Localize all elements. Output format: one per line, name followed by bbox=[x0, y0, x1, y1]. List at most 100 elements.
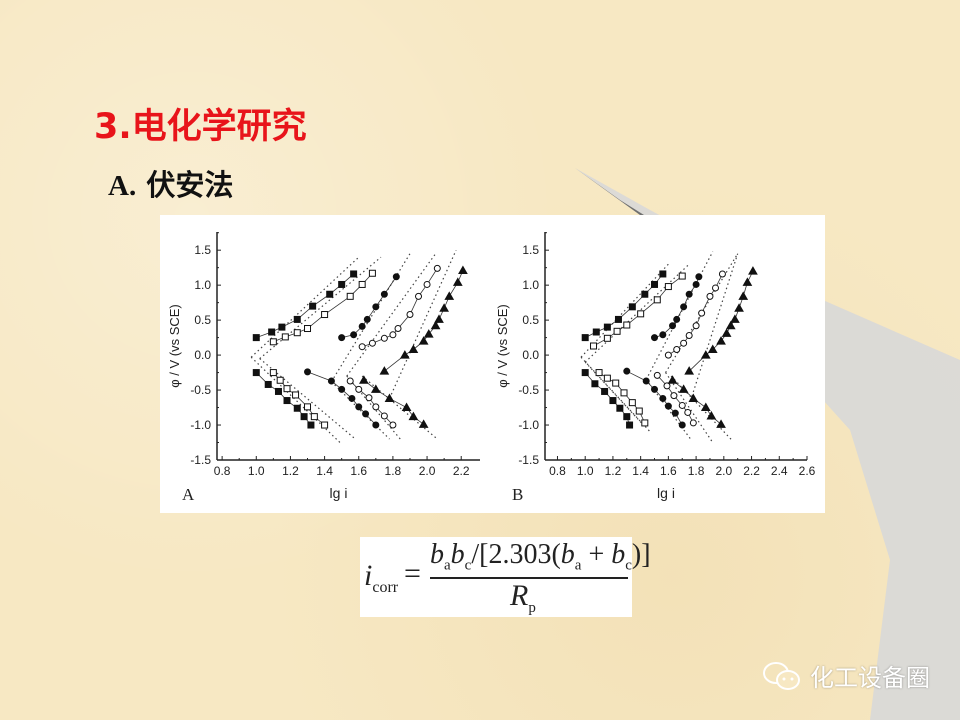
watermark-text: 化工设备圈 bbox=[810, 664, 930, 692]
data-point-filled-triangle bbox=[370, 384, 381, 393]
data-point-filled-triangle bbox=[418, 419, 429, 428]
x-tick-label: 2.2 bbox=[743, 464, 760, 478]
slide-title: 3.电化学研究 bbox=[94, 107, 307, 147]
data-point-filled-triangle bbox=[725, 320, 736, 330]
x-tick-label: 0.8 bbox=[214, 464, 231, 478]
tafel-fit-line bbox=[584, 361, 644, 426]
data-point-filled-circle bbox=[358, 322, 366, 330]
tafel-fit-line bbox=[580, 263, 669, 358]
data-point-filled-square bbox=[338, 280, 346, 288]
data-point-open-circle bbox=[365, 394, 373, 402]
tafel-fit-line bbox=[250, 356, 341, 443]
tafel-fit-line bbox=[645, 251, 714, 380]
data-point-filled-square bbox=[307, 421, 315, 429]
data-point-filled-triangle bbox=[716, 419, 726, 428]
tafel-fit-line bbox=[361, 375, 438, 440]
data-point-filled-square bbox=[581, 369, 589, 377]
data-point-filled-square bbox=[614, 315, 622, 323]
y-axis-label: φ / V (vs SCE) bbox=[167, 304, 182, 388]
data-point-filled-square bbox=[264, 380, 272, 388]
data-point-filled-circle bbox=[363, 315, 371, 323]
y-tick-label: 0.5 bbox=[522, 313, 539, 327]
formula-lhs: icorr bbox=[364, 559, 398, 597]
data-point-filled-circle bbox=[304, 368, 312, 376]
formula-i: i bbox=[364, 559, 373, 592]
fraction-bar bbox=[430, 577, 628, 579]
tafel-fit-line bbox=[259, 256, 382, 360]
data-point-filled-triangle bbox=[716, 336, 726, 345]
x-tick-label: 0.8 bbox=[549, 464, 566, 478]
data-point-open-circle bbox=[406, 311, 414, 319]
data-point-open-square bbox=[321, 421, 329, 429]
data-point-filled-square bbox=[591, 380, 599, 388]
data-point-open-square bbox=[368, 269, 376, 277]
tafel-fit-line bbox=[250, 256, 360, 358]
data-point-open-square bbox=[595, 369, 603, 377]
data-point-filled-circle bbox=[671, 409, 679, 417]
data-point-filled-square bbox=[601, 387, 609, 395]
data-point-open-circle bbox=[433, 264, 441, 272]
data-point-filled-circle bbox=[680, 303, 688, 311]
data-point-open-circle bbox=[670, 392, 678, 400]
data-point-open-circle bbox=[372, 403, 380, 411]
data-point-open-square bbox=[293, 329, 301, 337]
data-point-open-circle bbox=[706, 292, 714, 300]
y-tick-label: 1.0 bbox=[522, 278, 539, 292]
tafel-fit-line bbox=[388, 249, 457, 399]
watermark: 化工设备圈 bbox=[762, 658, 930, 693]
data-point-open-square bbox=[637, 310, 645, 318]
data-point-filled-circle bbox=[669, 322, 677, 330]
data-point-open-circle bbox=[698, 309, 706, 317]
data-point-open-square bbox=[612, 379, 620, 387]
y-tick-label: -1.5 bbox=[518, 453, 539, 467]
data-point-filled-circle bbox=[392, 273, 400, 281]
data-point-filled-triangle bbox=[721, 328, 732, 337]
data-point-open-circle bbox=[692, 322, 700, 330]
data-point-filled-square bbox=[626, 421, 634, 429]
y-tick-label: 1.5 bbox=[522, 243, 539, 257]
subtitle-letter: A. bbox=[108, 170, 137, 202]
data-point-open-square bbox=[678, 272, 686, 280]
data-point-open-circle bbox=[678, 401, 686, 409]
panel-label: B bbox=[512, 485, 523, 504]
data-point-filled-circle bbox=[659, 331, 667, 339]
data-point-filled-triangle bbox=[408, 411, 419, 421]
data-point-open-circle bbox=[389, 421, 397, 429]
data-point-filled-square bbox=[293, 404, 301, 412]
data-point-filled-square bbox=[309, 302, 317, 310]
data-point-filled-triangle bbox=[401, 402, 412, 412]
formula-denominator: Rp bbox=[510, 579, 536, 617]
x-tick-label: 1.4 bbox=[316, 464, 333, 478]
data-point-filled-triangle bbox=[742, 277, 753, 286]
data-point-filled-triangle bbox=[444, 291, 455, 300]
data-point-open-square bbox=[628, 399, 636, 407]
data-point-filled-square bbox=[623, 413, 631, 421]
y-tick-label: 1.0 bbox=[194, 278, 211, 292]
data-point-open-square bbox=[276, 376, 284, 384]
data-point-filled-triangle bbox=[734, 303, 744, 312]
data-point-filled-square bbox=[616, 404, 624, 412]
data-point-open-square bbox=[304, 403, 312, 411]
data-point-filled-circle bbox=[651, 334, 659, 342]
data-point-filled-circle bbox=[327, 377, 335, 385]
data-point-filled-triangle bbox=[408, 344, 419, 353]
data-point-filled-triangle bbox=[452, 277, 463, 286]
data-point-filled-square bbox=[283, 397, 291, 405]
x-tick-label: 2.0 bbox=[419, 464, 436, 478]
tafel-fit-line bbox=[346, 253, 437, 377]
data-point-filled-triangle bbox=[667, 375, 678, 384]
n3: c bbox=[464, 557, 472, 574]
tafel-fit-line bbox=[259, 358, 356, 440]
data-point-filled-circle bbox=[338, 385, 346, 393]
data-point-filled-triangle bbox=[748, 266, 758, 275]
tafel-fit-line bbox=[665, 372, 714, 443]
data-point-open-square bbox=[269, 369, 277, 377]
y-tick-label: -1.5 bbox=[190, 453, 211, 467]
x-tick-label: 1.2 bbox=[282, 464, 299, 478]
data-point-filled-square bbox=[659, 270, 667, 278]
data-point-open-square bbox=[281, 333, 289, 341]
n9: c bbox=[625, 557, 632, 574]
data-point-filled-square bbox=[581, 334, 589, 342]
x-tick-label: 1.6 bbox=[660, 464, 677, 478]
data-point-open-circle bbox=[663, 382, 671, 390]
